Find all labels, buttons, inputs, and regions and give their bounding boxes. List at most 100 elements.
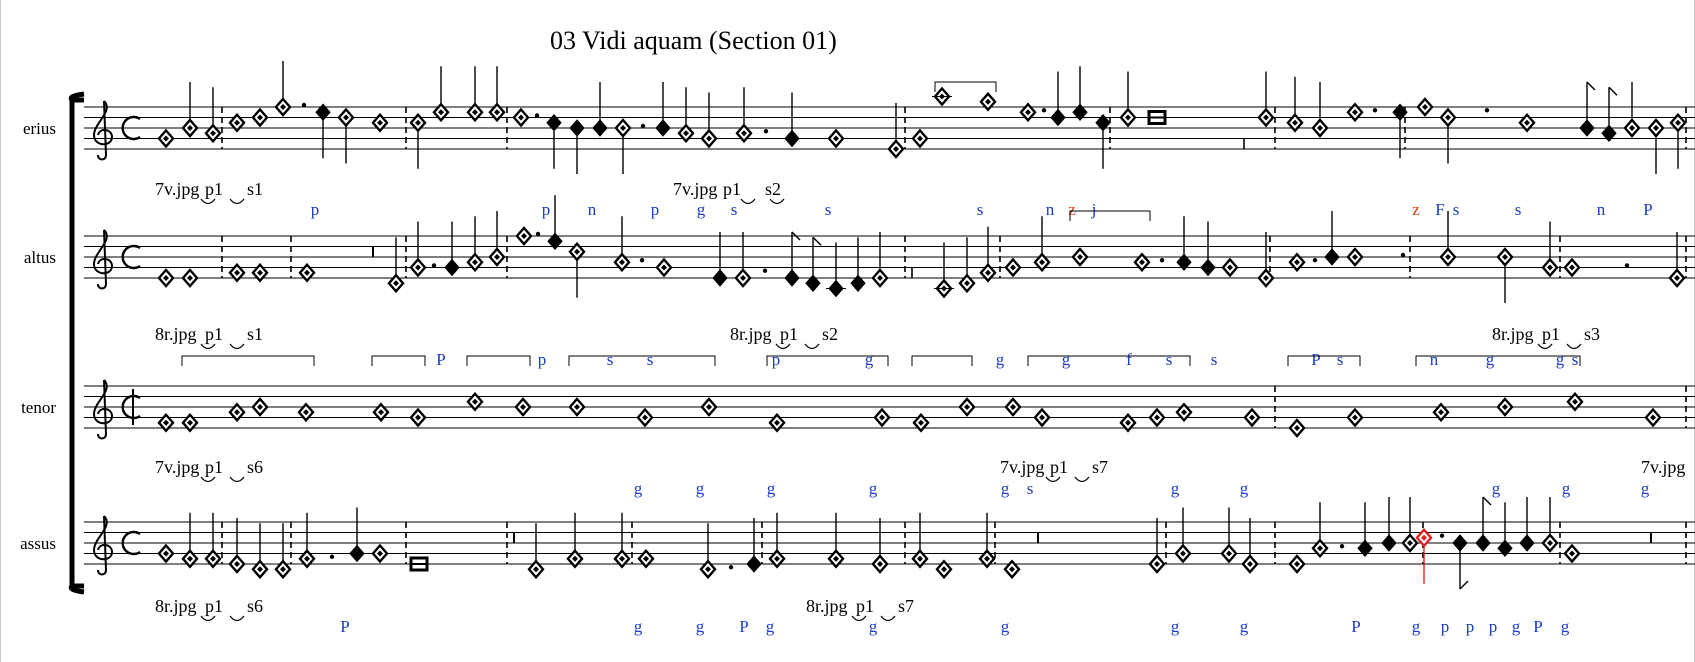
note-inner-mark [187,125,193,131]
analysis-letter: g [865,350,874,369]
note-inner-mark [257,114,263,121]
note-inner-mark [1227,264,1233,271]
analysis-letter: g [634,617,643,636]
page-reference: 7v.jpg [1000,457,1044,477]
note-inner-mark [706,135,712,142]
note-inner-mark [774,555,780,562]
note-inner-mark [619,259,625,266]
analysis-letter: g [1240,617,1249,636]
note-inner-mark [964,280,970,287]
analysis-letter: g [1001,617,1010,636]
tie-mark [229,615,245,622]
semiminim-note [1324,248,1340,266]
part-name: altus [24,248,56,267]
semiminim-note [1519,534,1535,552]
semiminim-note [655,119,671,137]
semiminim-note [1601,124,1617,143]
semiminim-note [547,232,563,251]
note-inner-mark [1629,125,1635,131]
note-inner-mark [1139,259,1145,266]
tie-mark [804,343,820,350]
analysis-letter: s [1211,350,1218,369]
note-inner-mark [1650,414,1656,421]
note-inner-mark [1226,550,1232,557]
bracket [181,355,315,366]
note-inner-mark [494,109,500,116]
analysis-letter: p [538,350,547,369]
page-reference: p1 [1050,457,1068,477]
augmentation-dot [1484,108,1490,113]
note-inner-mark [879,414,885,421]
note-inner-mark [1317,545,1323,552]
tie-mark [740,198,756,205]
part-name: erius [23,119,56,138]
analysis-letter: n [1046,200,1055,219]
note-inner-mark [741,130,747,137]
note-inner-mark [574,248,580,255]
page-reference: p1 [1542,324,1560,344]
analysis-letter: g [1492,479,1501,498]
note-inner-mark [1181,409,1187,416]
note-inner-mark [877,561,883,567]
semiminim-note [1497,539,1513,558]
analysis-letter: P [739,617,748,636]
bracket [568,355,716,366]
note-inner-mark [1445,114,1451,121]
semiminim-note [712,269,728,287]
note-inner-mark [210,130,216,137]
analysis-letter: P [1533,617,1542,636]
augmentation-dot [1372,108,1378,113]
analysis-letter: P [436,350,445,369]
note-inner-mark [620,125,626,131]
page-reference: s2 [822,324,838,344]
semiminim-note [746,555,762,573]
note-inner-mark [1009,566,1015,573]
note-inner-mark [877,275,883,281]
augmentation-dot [763,129,769,134]
note-inner-mark [1292,119,1298,126]
page-reference: p1 [205,324,223,344]
augmentation-dot [639,258,645,263]
note-inner-mark [706,404,712,410]
analysis-letter: p [772,350,781,369]
note-inner-mark [521,233,527,239]
analysis-letter: P [1643,200,1652,219]
augmentation-dot [1339,544,1345,549]
analysis-letter: p [542,200,551,219]
note-inner-mark [1039,414,1045,421]
note-inner-mark [1263,114,1269,121]
note-inner-mark [520,404,526,410]
note-inner-mark [472,398,478,405]
note-inner-mark [1025,109,1031,116]
page-reference: 8r.jpg [730,324,772,344]
analysis-letter: f [1126,350,1132,369]
page-reference: s6 [247,596,263,616]
semiminim-note [1176,253,1192,272]
note-inner-mark [1422,104,1428,110]
note-inner-mark [1125,419,1131,426]
tie-mark [851,615,867,622]
analysis-letter: s [825,200,832,219]
note-inner-mark [893,146,899,152]
augmentation-dot [640,123,646,129]
page-reference: 8r.jpg [155,596,197,616]
augmentation-dot [301,102,307,108]
bracket [1027,355,1191,366]
semiminim-note [784,129,800,148]
analysis-letter: z [1068,200,1076,219]
augmentation-dot [1159,258,1165,263]
analysis-letter: F [1435,200,1444,219]
page-reference: s7 [898,596,914,616]
semiminim-note [1579,119,1595,137]
note-inner-mark [1352,414,1358,421]
tie-mark [1537,343,1553,350]
note-inner-mark [280,104,286,110]
note-inner-mark [1569,264,1575,271]
mensuration-c-icon [121,530,141,556]
note-inner-mark [378,409,384,416]
note-inner-mark [572,555,578,562]
page-reference: p1 [856,596,874,616]
